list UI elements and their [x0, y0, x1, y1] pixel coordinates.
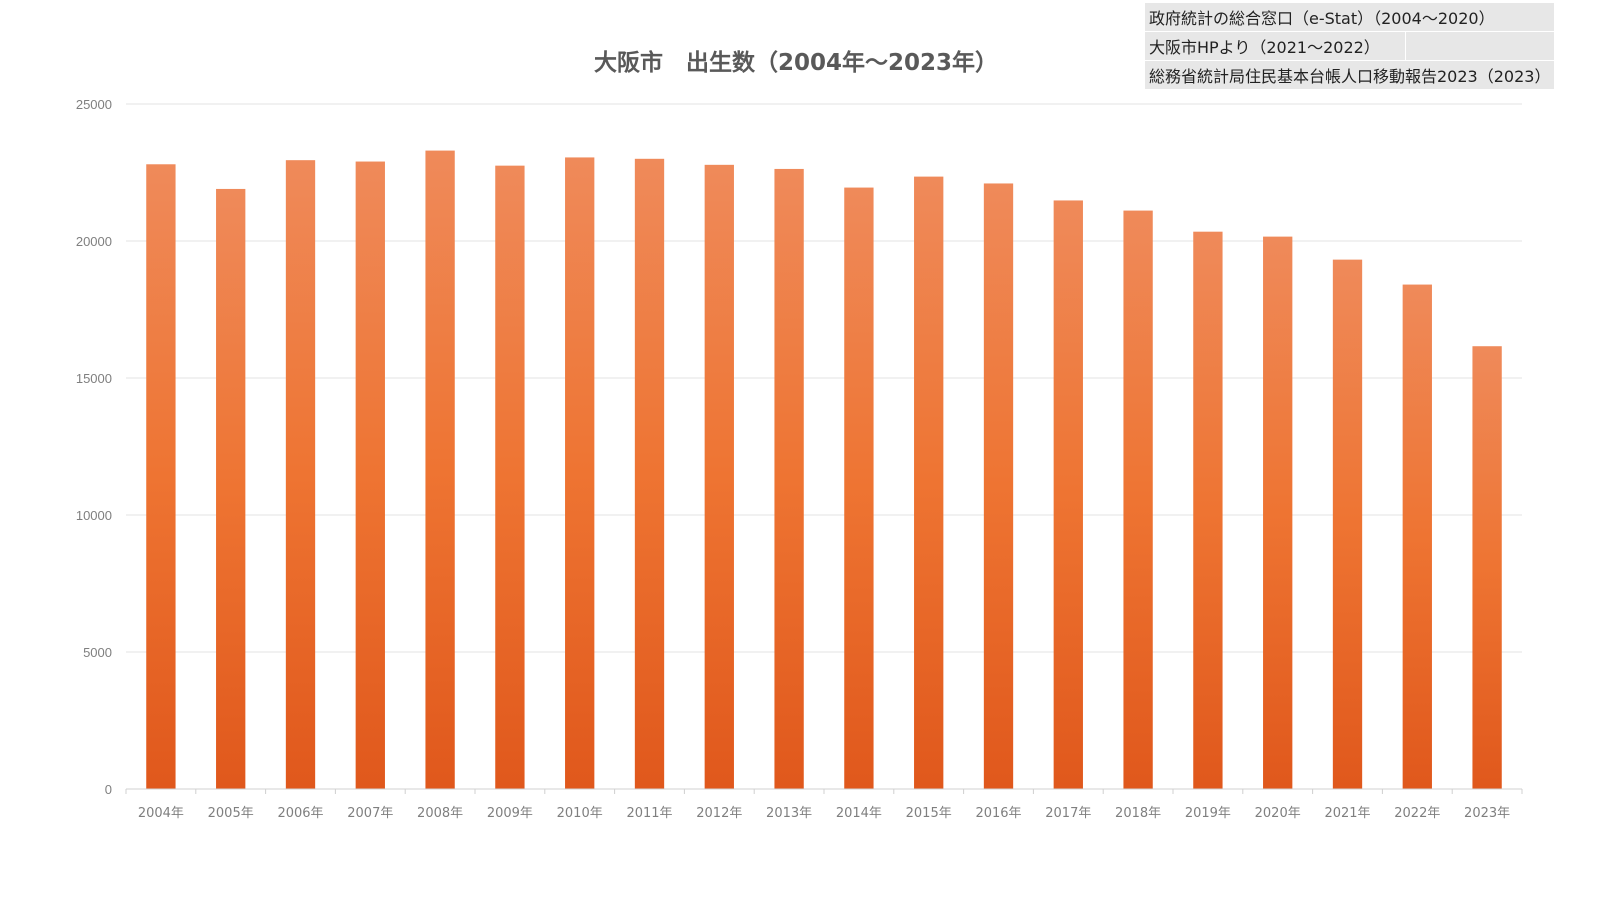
bar — [1472, 346, 1502, 789]
source-cell: 政府統計の総合窓口（e-Stat）（2004～2020） — [1143, 2, 1556, 32]
x-tick-label: 2023年 — [1464, 806, 1510, 821]
bar — [844, 187, 874, 789]
bar — [1332, 259, 1363, 790]
empty-cell — [1405, 31, 1556, 61]
bar — [285, 160, 316, 790]
x-tick-label: 2011年 — [626, 806, 672, 821]
x-tick-label: 2017年 — [1045, 806, 1091, 821]
bar — [1053, 200, 1083, 789]
bar — [355, 161, 385, 790]
bar — [565, 157, 595, 789]
y-tick-label: 15000 — [76, 371, 112, 386]
x-tick-label: 2013年 — [766, 806, 812, 821]
x-tick-label: 2008年 — [417, 806, 463, 821]
y-axis: 0 5000 10000 15000 20000 25000 — [76, 97, 112, 797]
y-tick-label: 0 — [105, 782, 112, 797]
gridlines — [126, 103, 1522, 653]
y-tick-label: 10000 — [76, 508, 112, 523]
x-tick-label: 2009年 — [487, 806, 533, 821]
bar — [914, 176, 944, 790]
x-axis: 2004年 2005年 2006年 2007年 2008年 2009年 2010年 2011年… — [125, 788, 1523, 821]
chart-title: 大阪市 出生数（2004年～2023年） — [594, 49, 998, 76]
bar — [983, 183, 1014, 789]
bar — [634, 158, 665, 790]
y-tick-label: 5000 — [83, 645, 112, 660]
bar — [704, 164, 734, 789]
source-row: 政府統計の総合窓口（e-Stat）（2004～2020） — [1143, 2, 1556, 32]
bar — [425, 150, 455, 789]
bar — [495, 165, 525, 789]
bar — [1402, 284, 1432, 789]
y-tick-label: 25000 — [76, 97, 112, 112]
x-tick-label: 2020年 — [1255, 806, 1301, 821]
x-tick-label: 2005年 — [208, 806, 254, 821]
x-tick-label: 2012年 — [696, 806, 742, 821]
y-tick-label: 20000 — [76, 234, 112, 249]
bar — [216, 188, 246, 789]
x-tick-label: 2015年 — [906, 806, 952, 821]
x-tick-label: 2021年 — [1324, 806, 1370, 821]
bar — [1123, 210, 1153, 789]
x-tick-label: 2010年 — [557, 806, 603, 821]
bar — [146, 164, 176, 789]
x-tick-label: 2004年 — [138, 806, 184, 821]
x-tick-label: 2018年 — [1115, 806, 1161, 821]
bar — [1193, 231, 1223, 789]
bar — [1263, 236, 1293, 790]
source-cell: 総務省統計局住民基本台帳人口移動報告2023（2023） — [1143, 60, 1556, 90]
bar-series — [146, 150, 1502, 790]
x-tick-label: 2019年 — [1185, 806, 1231, 821]
x-tick-label: 2007年 — [347, 806, 393, 821]
bar — [774, 168, 804, 790]
source-table: 政府統計の総合窓口（e-Stat）（2004～2020） 大阪市HPより（202… — [1143, 2, 1556, 90]
x-tick-label: 2022年 — [1394, 806, 1440, 821]
source-cell: 大阪市HPより（2021～2022） — [1143, 31, 1407, 61]
x-tick-label: 2006年 — [277, 806, 323, 821]
x-tick-label: 2016年 — [975, 806, 1021, 821]
source-row: 総務省統計局住民基本台帳人口移動報告2023（2023） — [1143, 60, 1556, 90]
x-tick-label: 2014年 — [836, 806, 882, 821]
source-row: 大阪市HPより（2021～2022） — [1143, 31, 1556, 61]
